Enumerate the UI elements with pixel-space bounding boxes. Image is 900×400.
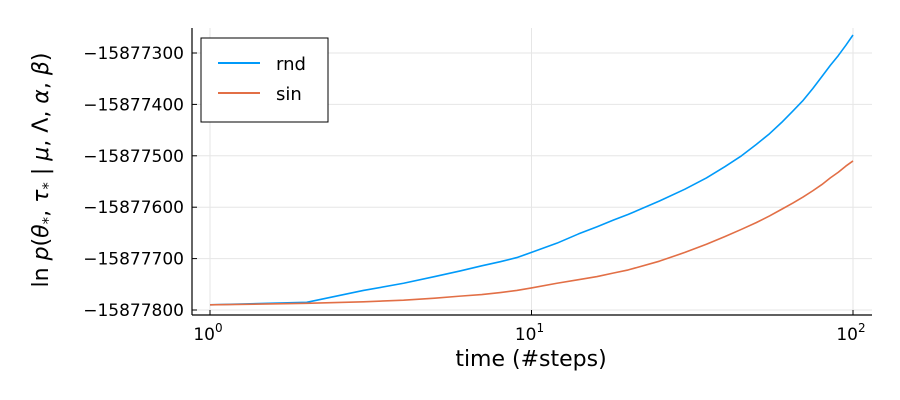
y-ticks: −15877300 −15877400 −15877500 −15877600 −158… (83, 44, 197, 321)
y-tick-label: −15877400 (83, 95, 184, 115)
plot-series (209, 34, 854, 306)
y-tick-label: −15877300 (83, 44, 184, 64)
y-axis-label: ln p(θ*, τ* | μ, Λ, α, β) (29, 53, 57, 288)
svg-text:ln p(θ*, τ* | μ, Λ, α, β): ln p(θ*, τ* | μ, Λ, α, β) (29, 53, 57, 288)
legend-box (200, 37, 329, 123)
y-tick-label: −15877500 (83, 147, 184, 167)
x-tick-label: 100 (193, 321, 222, 345)
x-axis-label: time (#steps) (455, 347, 606, 372)
x-tick-label: 101 (515, 321, 544, 345)
x-tick-label: 102 (836, 321, 865, 345)
series-line-sin (209, 160, 854, 306)
series-line-rnd (209, 34, 854, 306)
legend-label-sin: sin (276, 84, 302, 105)
x-ticks: 100 101 102 (193, 310, 866, 345)
y-tick-label: −15877600 (83, 198, 184, 218)
legend-label-rnd: rnd (276, 54, 306, 75)
y-tick-label: −15877700 (83, 250, 184, 270)
y-tick-label: −15877800 (83, 301, 184, 321)
legend: rnd sin (200, 37, 329, 123)
